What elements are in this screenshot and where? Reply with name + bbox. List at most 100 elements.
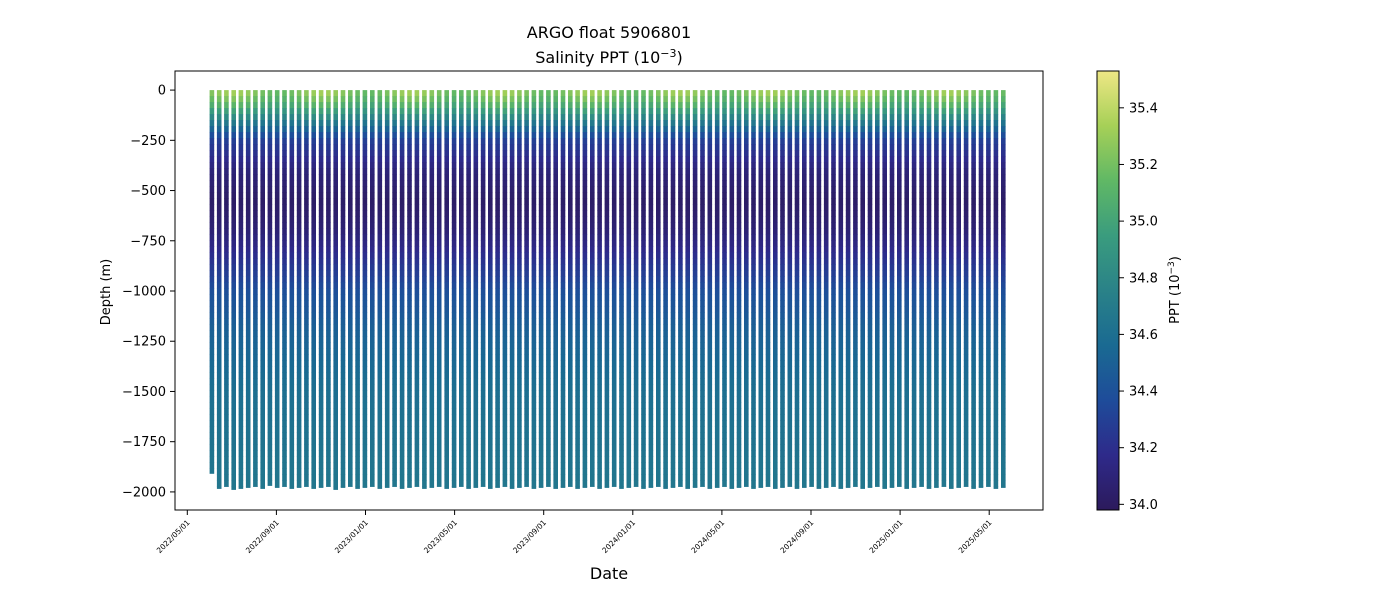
profile-column [766,88,771,489]
y-tick-label: −1750 [122,435,166,450]
profile-column [378,88,383,491]
profile-column [956,88,961,490]
x-tick-label: 2022/09/01 [244,518,281,555]
x-axis-label: Date [590,564,628,583]
profile-column [971,88,976,491]
colorbar-axis: 34.034.234.434.634.835.035.235.4 [1119,101,1158,513]
profile-column [553,88,558,491]
y-tick-label: −1250 [122,335,166,350]
colorbar-tick-label: 34.2 [1129,441,1158,456]
y-tick-label: 0 [158,84,166,99]
profile-column [452,88,457,490]
profile-column [422,88,427,491]
profile-column [282,88,287,489]
profile-column [817,88,822,491]
x-tick-label: 2022/05/01 [155,518,192,555]
y-tick-label: −750 [130,234,166,249]
profile-column [890,88,895,490]
profile-column [348,88,353,489]
colorbar-label: PPT (10−3) [1167,256,1183,324]
profile-column [612,88,617,489]
profile-column [641,88,646,491]
y-axis-label: Depth (m) [99,259,114,326]
profile-column [217,88,222,491]
colorbar-tick-label: 34.8 [1129,271,1158,286]
profile-column [231,88,236,492]
profile-column [392,88,397,489]
profile-column [341,88,346,490]
profile-column [634,88,639,489]
profile-column [693,88,698,490]
y-tick-label: −1500 [122,385,166,400]
profile-column [788,88,793,489]
profile-column [524,88,529,489]
colorbar-tick-label: 35.4 [1129,101,1158,116]
chart-subtitle: Salinity PPT (10−3) [535,47,683,67]
profile-column [904,88,909,491]
profile-column [619,88,624,491]
profile-column [415,88,420,489]
profile-column [605,88,610,490]
profile-column [275,88,280,490]
profile-column [326,88,331,489]
profile-column [964,88,969,489]
profile-column [297,88,302,490]
profile-column [363,88,368,490]
profile-column [912,88,917,490]
profile-column [737,88,742,490]
profile-column [759,88,764,490]
profile-column [246,88,251,490]
profile-column [678,88,683,489]
profile-column [304,88,309,489]
x-tick-label: 2025/05/01 [957,518,994,555]
profile-column [986,88,991,489]
profile-column [210,88,215,476]
profile-column [561,88,566,490]
profile-column [700,88,705,489]
y-tick-label: −250 [130,134,166,149]
profile-column [437,88,442,489]
profile-column [875,88,880,489]
profile-column [994,88,999,491]
profile-column [355,88,360,491]
profile-column [773,88,778,491]
profile-column [466,88,471,491]
profile-column [860,88,865,491]
profile-column [459,88,464,489]
profile-column [715,88,720,490]
profile-column [919,88,924,489]
profile-column [730,88,735,491]
profile-column [846,88,851,490]
profile-column [495,88,500,490]
profile-column [597,88,602,491]
profile-column [685,88,690,491]
profile-column [751,88,756,491]
profile-column [722,88,727,489]
profile-column [802,88,807,490]
profile-column [831,88,836,489]
profile-column [780,88,785,490]
colorbar-tick-label: 34.4 [1129,385,1158,400]
x-tick-label: 2023/05/01 [422,518,459,555]
profile-column [268,88,273,488]
profile-column [868,88,873,490]
x-tick-label: 2023/09/01 [511,518,548,555]
x-tick-label: 2024/05/01 [689,518,726,555]
x-tick-label: 2025/01/01 [868,518,905,555]
colorbar-tick-label: 35.2 [1129,158,1158,173]
profile-column [942,88,947,489]
profile-column [708,88,713,491]
profile-column [663,88,668,491]
colorbar-tick-label: 35.0 [1129,215,1158,230]
colorbar [1097,71,1119,510]
profile-column [649,88,654,490]
profile-column [824,88,829,490]
profile-column [949,88,954,491]
profile-column [333,88,338,492]
profile-column [488,88,493,491]
profile-column [539,88,544,490]
y-tick-label: −500 [130,184,166,199]
